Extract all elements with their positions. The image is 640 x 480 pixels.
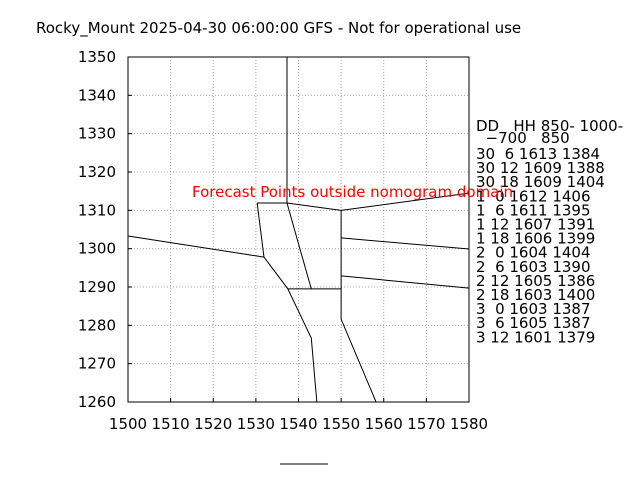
nomogram-line — [341, 237, 470, 250]
table-row: 1 0 1612 1406 — [476, 187, 591, 205]
table-row: 3 12 1601 1379 — [476, 328, 595, 346]
nomogram-line — [127, 235, 265, 258]
x-tick-label: 1530 — [237, 415, 275, 433]
table-header: −700 850 — [476, 129, 570, 147]
table-row: 30 6 1613 1384 — [476, 145, 600, 163]
table-row: 30 12 1609 1388 — [476, 159, 605, 177]
table-row: 3 6 1605 1387 — [476, 314, 591, 332]
table-row: 2 6 1603 1390 — [476, 258, 591, 276]
nomogram-line — [341, 275, 470, 289]
table-row: 1 6 1611 1395 — [476, 201, 591, 219]
table-row: 2 12 1605 1386 — [476, 272, 595, 290]
y-tick-label: 1300 — [78, 240, 116, 258]
nomogram-line — [340, 210, 377, 403]
table-header: DD HH 850- 1000- — [476, 117, 623, 135]
table-row: 1 18 1606 1399 — [476, 230, 595, 248]
table-row: 1 12 1607 1391 — [476, 216, 595, 234]
table-row: 3 0 1603 1387 — [476, 300, 591, 318]
x-tick-label: 1570 — [407, 415, 445, 433]
plot-frame — [127, 56, 470, 403]
y-tick-label: 1280 — [78, 316, 116, 334]
annotation: Forecast Points outside nomogram domain — [192, 183, 513, 201]
table-row: 2 0 1604 1404 — [476, 244, 591, 262]
y-tick-label: 1270 — [78, 355, 116, 373]
x-tick-label: 1550 — [322, 415, 360, 433]
table-row: 30 18 1609 1404 — [476, 173, 605, 191]
x-tick-label: 1500 — [109, 415, 147, 433]
y-tick-label: 1340 — [78, 86, 116, 104]
nomogram-line — [286, 202, 312, 290]
y-tick-label: 1330 — [78, 125, 116, 143]
y-tick-label: 1320 — [78, 163, 116, 181]
x-tick-label: 1520 — [194, 415, 232, 433]
x-tick-label: 1580 — [450, 415, 488, 433]
x-tick-label: 1560 — [365, 415, 403, 433]
y-tick-label: 1310 — [78, 201, 116, 219]
y-tick-label: 1290 — [78, 278, 116, 296]
x-tick-label: 1540 — [279, 415, 317, 433]
chart-title: Rocky_Mount 2025-04-30 06:00:00 GFS - No… — [36, 19, 521, 38]
table-row: 2 18 1603 1400 — [476, 286, 595, 304]
y-tick-label: 1260 — [78, 393, 116, 411]
y-tick-label: 1350 — [78, 48, 116, 66]
x-tick-label: 1510 — [152, 415, 190, 433]
